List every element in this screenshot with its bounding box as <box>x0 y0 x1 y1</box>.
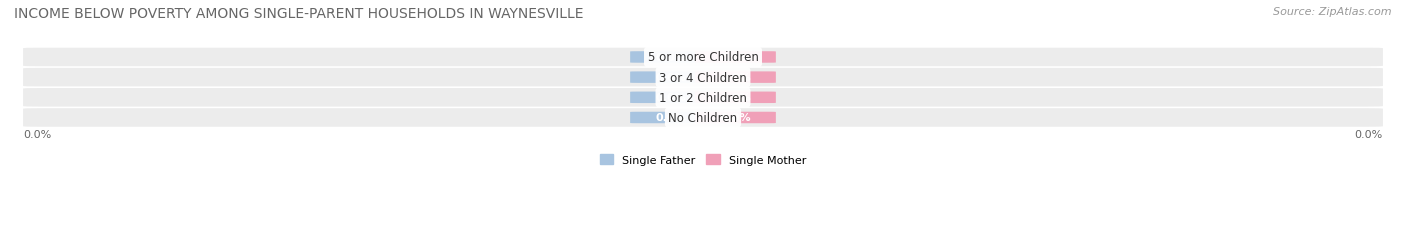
Text: 0.0%: 0.0% <box>655 53 686 63</box>
Text: 0.0%: 0.0% <box>655 93 686 103</box>
Legend: Single Father, Single Mother: Single Father, Single Mother <box>600 155 806 165</box>
FancyBboxPatch shape <box>630 72 711 84</box>
FancyBboxPatch shape <box>695 112 776 124</box>
Text: 3 or 4 Children: 3 or 4 Children <box>659 71 747 84</box>
Text: 0.0%: 0.0% <box>22 130 52 140</box>
FancyBboxPatch shape <box>695 72 776 84</box>
Text: 0.0%: 0.0% <box>655 113 686 123</box>
FancyBboxPatch shape <box>630 92 711 104</box>
Text: 1 or 2 Children: 1 or 2 Children <box>659 91 747 104</box>
FancyBboxPatch shape <box>695 52 776 64</box>
FancyBboxPatch shape <box>630 112 711 124</box>
Text: 0.0%: 0.0% <box>720 113 751 123</box>
Text: 5 or more Children: 5 or more Children <box>648 51 758 64</box>
Text: INCOME BELOW POVERTY AMONG SINGLE-PARENT HOUSEHOLDS IN WAYNESVILLE: INCOME BELOW POVERTY AMONG SINGLE-PARENT… <box>14 7 583 21</box>
Text: 0.0%: 0.0% <box>720 53 751 63</box>
Text: 0.0%: 0.0% <box>1354 130 1384 140</box>
FancyBboxPatch shape <box>22 89 1384 107</box>
Text: 0.0%: 0.0% <box>655 73 686 83</box>
FancyBboxPatch shape <box>22 69 1384 87</box>
Text: 0.0%: 0.0% <box>720 73 751 83</box>
FancyBboxPatch shape <box>22 109 1384 127</box>
Text: 0.0%: 0.0% <box>720 93 751 103</box>
FancyBboxPatch shape <box>22 49 1384 67</box>
FancyBboxPatch shape <box>695 92 776 104</box>
FancyBboxPatch shape <box>630 52 711 64</box>
Text: Source: ZipAtlas.com: Source: ZipAtlas.com <box>1274 7 1392 17</box>
Text: No Children: No Children <box>668 112 738 125</box>
